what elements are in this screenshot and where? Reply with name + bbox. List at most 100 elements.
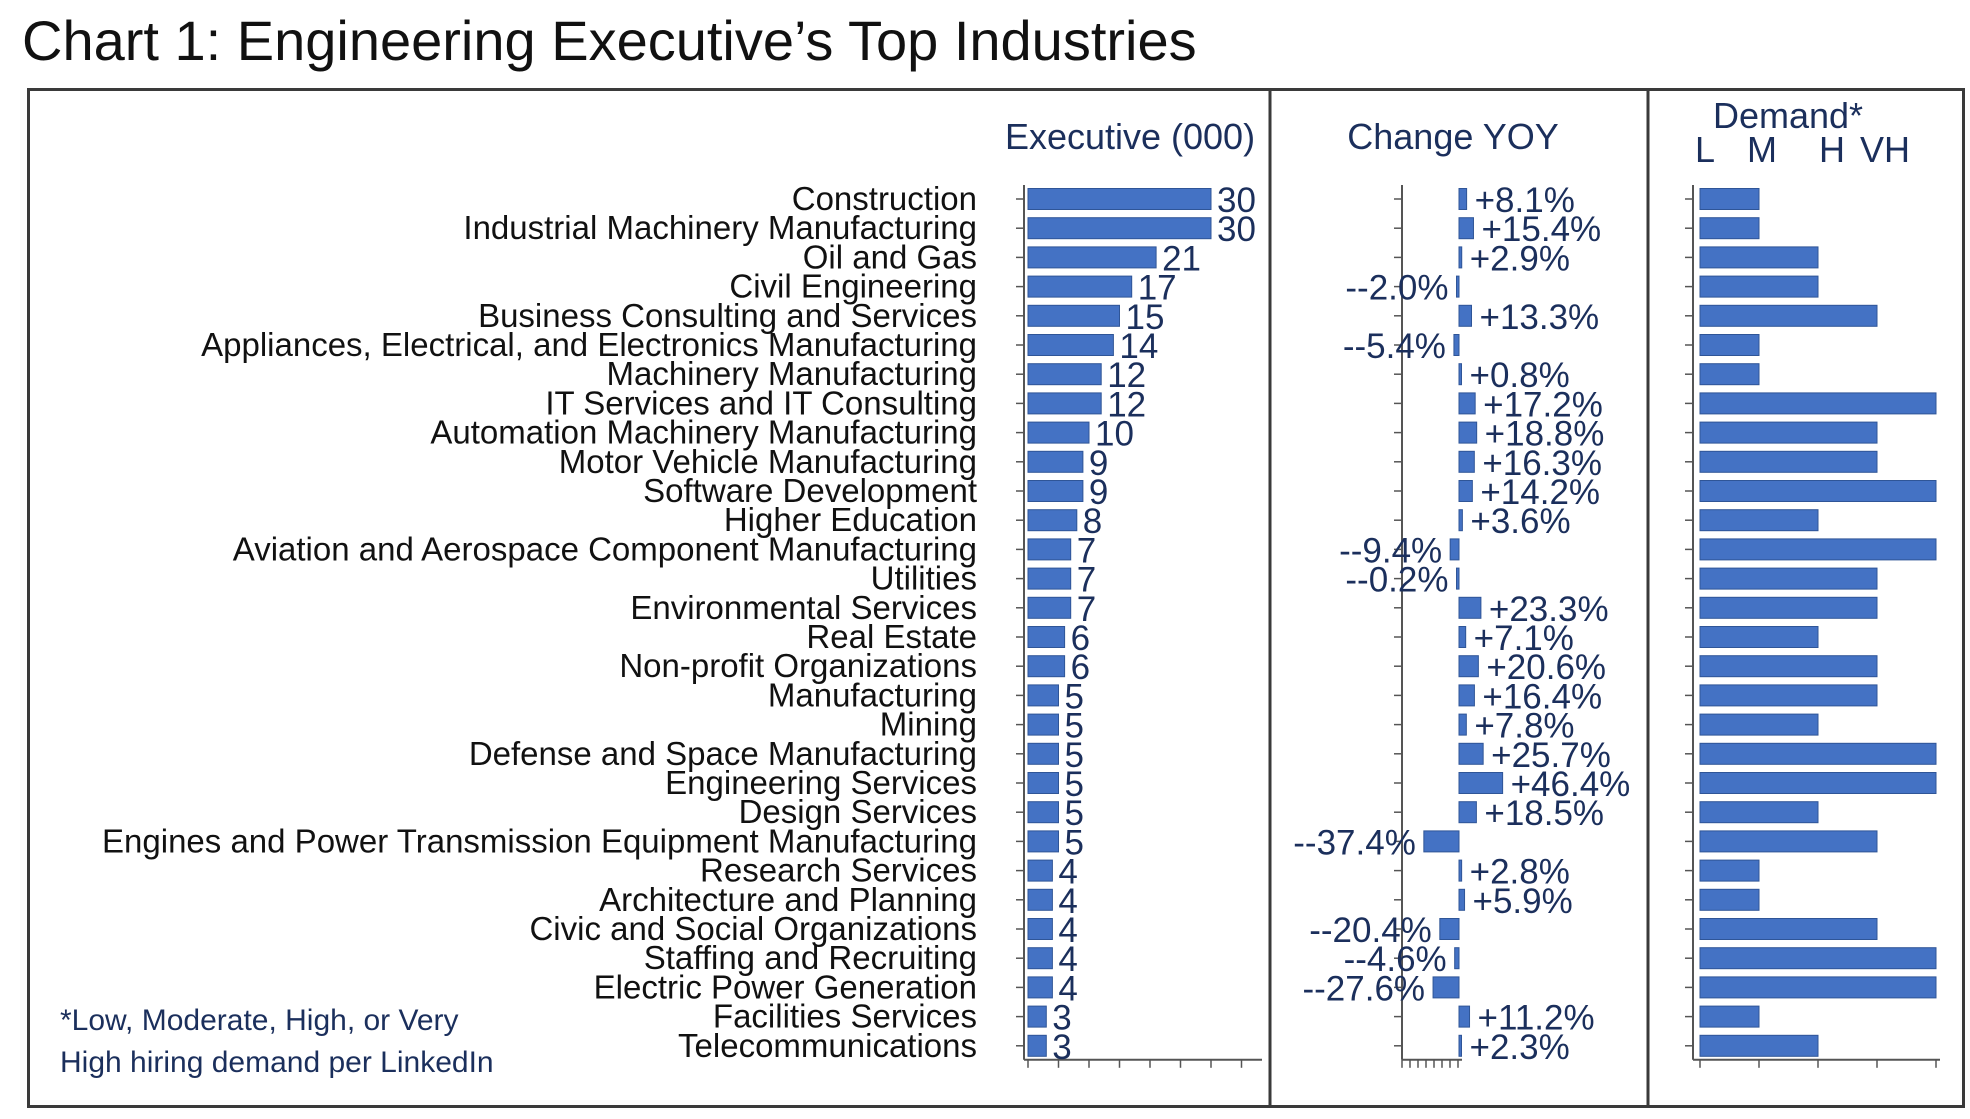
yoy-value-label: --9.4% bbox=[1339, 531, 1442, 570]
demand-bar bbox=[1699, 421, 1878, 444]
exec-bar bbox=[1027, 596, 1072, 619]
yoy-bar bbox=[1458, 801, 1477, 824]
yoy-value-label: +18.8% bbox=[1485, 415, 1605, 454]
category-label: Construction bbox=[792, 180, 977, 217]
demand-bar bbox=[1699, 392, 1937, 415]
demand-level-label: M bbox=[1747, 129, 1777, 170]
exec-bar bbox=[1027, 655, 1066, 678]
demand-bar bbox=[1699, 772, 1937, 794]
yoy-bar bbox=[1458, 859, 1463, 882]
category-label: Real Estate bbox=[806, 618, 977, 655]
demand-bar bbox=[1699, 275, 1819, 298]
category-label: Mining bbox=[880, 706, 977, 743]
exec-value-label: 4 bbox=[1058, 911, 1077, 950]
demand-bar bbox=[1699, 859, 1760, 882]
exec-bar bbox=[1027, 684, 1059, 707]
exec-bar bbox=[1027, 742, 1059, 765]
yoy-value-label: --4.6% bbox=[1344, 940, 1447, 979]
category-label: Business Consulting and Services bbox=[478, 297, 977, 334]
category-label: Non-profit Organizations bbox=[619, 647, 977, 684]
yoy-bar bbox=[1458, 684, 1475, 707]
yoy-value-label: +7.1% bbox=[1474, 619, 1574, 658]
demand-level-label: H bbox=[1819, 129, 1845, 170]
demand-bar bbox=[1699, 567, 1878, 590]
exec-bar bbox=[1027, 888, 1053, 911]
header-demand: Demand* bbox=[1713, 95, 1863, 136]
exec-value-label: 14 bbox=[1119, 327, 1158, 366]
yoy-value-label: +3.6% bbox=[1470, 502, 1570, 541]
demand-level-label: VH bbox=[1860, 129, 1910, 170]
demand-bar bbox=[1699, 188, 1760, 210]
category-label: Utilities bbox=[871, 560, 977, 597]
category-label: Manufacturing bbox=[768, 676, 977, 713]
change-yoy-panel: +8.1%+15.4%+2.9%--2.0%+13.3%--5.4%+0.8%+… bbox=[1293, 181, 1630, 1068]
category-label: Software Development bbox=[643, 472, 977, 509]
category-label: Civic and Social Organizations bbox=[529, 910, 977, 947]
demand-bar bbox=[1699, 918, 1878, 940]
yoy-bar bbox=[1458, 421, 1478, 444]
category-label: Research Services bbox=[700, 852, 977, 889]
category-label: IT Services and IT Consulting bbox=[545, 384, 977, 421]
yoy-value-label: +17.2% bbox=[1483, 385, 1603, 424]
exec-value-label: 17 bbox=[1138, 269, 1177, 308]
exec-value-label: 12 bbox=[1107, 385, 1146, 424]
yoy-bar bbox=[1458, 188, 1468, 210]
yoy-bar bbox=[1458, 888, 1466, 911]
yoy-bar bbox=[1458, 772, 1504, 794]
footnote-line: *Low, Moderate, High, or Very bbox=[60, 1004, 459, 1037]
yoy-bar bbox=[1439, 918, 1460, 940]
demand-bar bbox=[1699, 888, 1760, 911]
exec-bar bbox=[1027, 509, 1078, 532]
yoy-bar bbox=[1458, 596, 1482, 619]
yoy-value-label: +23.3% bbox=[1489, 590, 1609, 629]
yoy-bar bbox=[1456, 275, 1460, 298]
exec-bar bbox=[1027, 772, 1059, 794]
demand-bar bbox=[1699, 947, 1937, 970]
yoy-value-label: +18.5% bbox=[1484, 794, 1604, 833]
yoy-value-label: +14.2% bbox=[1480, 473, 1600, 512]
demand-bar bbox=[1699, 976, 1937, 999]
yoy-bar bbox=[1456, 567, 1460, 590]
yoy-value-label: +20.6% bbox=[1486, 648, 1606, 687]
category-label: Motor Vehicle Manufacturing bbox=[559, 443, 977, 480]
exec-bar bbox=[1027, 801, 1059, 824]
exec-bar bbox=[1027, 976, 1053, 999]
exec-bar bbox=[1027, 188, 1212, 210]
yoy-value-label: --20.4% bbox=[1309, 911, 1432, 950]
chart-title: Chart 1: Engineering Executive’s Top Ind… bbox=[22, 9, 1197, 72]
demand-bar bbox=[1699, 742, 1937, 765]
yoy-bar bbox=[1458, 217, 1474, 240]
demand-bar bbox=[1699, 713, 1819, 736]
yoy-bar bbox=[1458, 246, 1463, 269]
category-label: Civil Engineering bbox=[729, 268, 977, 305]
exec-value-label: 5 bbox=[1065, 765, 1084, 804]
category-label: Aviation and Aerospace Component Manufac… bbox=[233, 530, 977, 567]
header-executives: Executive (000) bbox=[1005, 116, 1255, 157]
exec-bar bbox=[1027, 947, 1053, 970]
category-label: Engines and Power Transmission Equipment… bbox=[102, 822, 977, 859]
category-label: Electric Power Generation bbox=[594, 968, 977, 1005]
chart-frame bbox=[27, 88, 1965, 1108]
panel-dividers bbox=[1268, 91, 1650, 1105]
yoy-value-label: --0.2% bbox=[1345, 561, 1448, 600]
exec-value-label: 5 bbox=[1065, 707, 1084, 746]
exec-value-label: 10 bbox=[1095, 415, 1134, 454]
panel-headers: Executive (000) Change YOY Demand* bbox=[1005, 95, 1863, 157]
yoy-value-label: --27.6% bbox=[1302, 969, 1425, 1008]
exec-bar bbox=[1027, 392, 1102, 415]
exec-value-label: 15 bbox=[1126, 298, 1165, 337]
demand-bar bbox=[1699, 684, 1878, 707]
demand-bar bbox=[1699, 801, 1819, 824]
exec-bar bbox=[1027, 713, 1059, 736]
exec-value-label: 3 bbox=[1052, 1028, 1071, 1067]
demand-level-label: L bbox=[1695, 129, 1715, 170]
yoy-bar bbox=[1458, 509, 1463, 532]
demand-bar bbox=[1699, 363, 1760, 386]
exec-bar bbox=[1027, 217, 1212, 240]
yoy-bar bbox=[1432, 976, 1460, 999]
exec-value-label: 5 bbox=[1065, 677, 1084, 716]
yoy-bar bbox=[1458, 392, 1476, 415]
yoy-bar bbox=[1458, 1034, 1462, 1057]
demand-bar bbox=[1699, 1005, 1760, 1028]
